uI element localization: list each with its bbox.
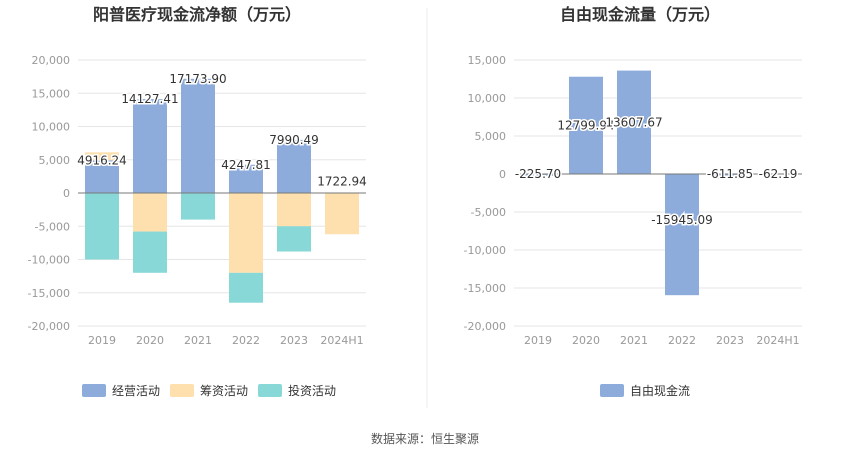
bar-operating[interactable] [665,174,699,296]
x-tick-label: 2020 [572,334,600,347]
data-label: -611.85 [707,167,753,181]
legend-label: 筹资活动 [200,384,248,398]
free-cash-flow-chart: 自由现金流量（万元） 15,000 10,000 5,000 0 -5,000 -10,00… [464,5,802,398]
y-tick-label: 20,000 [32,54,71,67]
data-label: -62.19 [759,167,798,181]
data-label: -225.70 [515,167,561,181]
bar-operating[interactable] [617,70,651,174]
data-label: 7990.49 [269,133,319,147]
x-tick-label: 2024H1 [756,334,799,347]
data-label: 13607.67 [605,115,662,129]
bar-financing[interactable] [229,193,263,273]
data-label: 4916.24 [77,153,127,167]
data-label: 4247.81 [221,158,271,172]
bar-investing[interactable] [229,272,263,303]
bar-investing[interactable] [85,193,119,260]
bar-operating[interactable] [569,76,603,174]
y-tick-label: -5,000 [471,206,506,219]
y-tick-label: -15,000 [28,287,70,300]
data-label: 14127.41 [121,92,178,106]
x-tick-label: 2022 [232,334,260,347]
bar-operating[interactable] [713,174,747,179]
y-tick-label: -20,000 [28,320,70,333]
x-tick-label: 2024H1 [320,334,363,347]
x-tick-label: 2021 [620,334,648,347]
chart-title: 自由现金流量（万元） [560,5,720,24]
y-tick-label: -10,000 [464,244,506,257]
bar-operating[interactable] [521,174,555,176]
bar-financing[interactable] [277,193,311,227]
legend-swatch-investing[interactable] [258,384,282,397]
x-tick-label: 2023 [280,334,308,347]
bar-investing[interactable] [277,226,311,252]
bar-investing[interactable] [133,231,167,273]
legend-label: 自由现金流 [630,383,690,398]
x-tick-label: 2022 [668,334,696,347]
cash-flow-net-chart: 阳普医疗现金流净额（万元） 20,000 15,000 10,000 5,000 0 -5,… [28,5,369,398]
x-tick-label: 2021 [184,334,212,347]
legend-label: 经营活动 [112,384,160,398]
data-label: 12799.94 [557,118,614,132]
bar-financing[interactable] [325,193,359,235]
legend-swatch-operating[interactable] [82,384,106,397]
y-tick-label: -5,000 [35,220,70,233]
bar-investing[interactable] [181,193,215,220]
y-tick-label: 15,000 [32,87,71,100]
y-tick-label: -20,000 [464,320,506,333]
data-label: 1722.94 [317,175,367,189]
y-tick-label: 0 [63,187,70,200]
bar-operating[interactable] [229,164,263,193]
x-tick-label: 2023 [716,334,744,347]
data-label: -15945.09 [651,213,713,227]
data-label: 17173.90 [169,72,226,86]
y-tick-label: 15,000 [468,54,507,67]
y-tick-label: -10,000 [28,254,70,267]
bar-operating[interactable] [85,160,119,193]
bar-operating[interactable] [181,78,215,193]
legend-swatch-operating[interactable] [600,384,624,397]
x-tick-label: 2020 [136,334,164,347]
y-tick-label: 5,000 [475,130,507,143]
chart-title: 阳普医疗现金流净额（万元） [93,5,301,24]
legend-label: 投资活动 [288,383,336,398]
bar-operating[interactable] [133,99,167,193]
x-tick-label: 2019 [524,334,552,347]
bar-operating[interactable] [277,139,311,193]
bar-financing[interactable] [133,193,167,232]
data-source-note: 数据来源：恒生聚源 [370,432,479,446]
y-tick-label: 10,000 [32,121,71,134]
y-tick-label: 5,000 [39,154,71,167]
legend-swatch-financing[interactable] [170,384,194,397]
x-tick-label: 2019 [88,334,116,347]
y-tick-label: 10,000 [468,92,507,105]
bar-financing[interactable] [85,152,119,161]
y-tick-label: -15,000 [464,282,506,295]
y-tick-label: 0 [499,168,506,181]
